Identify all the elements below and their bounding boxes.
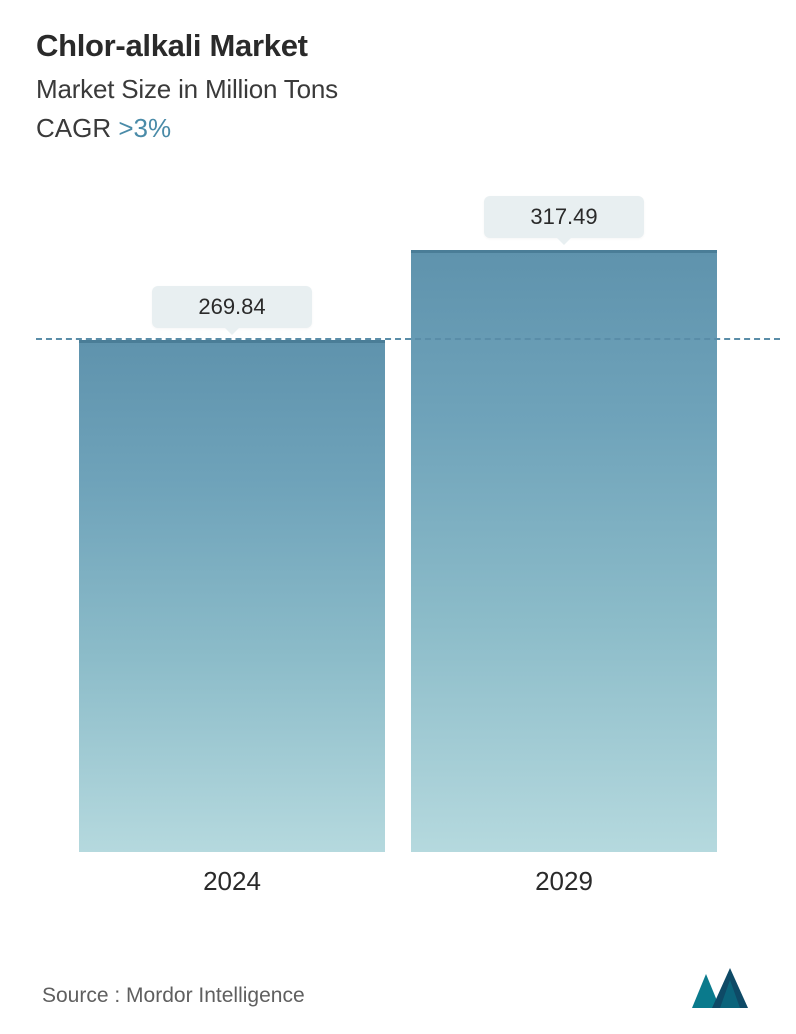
cagr-label: CAGR — [36, 113, 111, 143]
bar — [79, 340, 384, 852]
cagr-value: >3% — [118, 113, 171, 143]
value-badge: 317.49 — [484, 196, 644, 238]
cagr-line: CAGR >3% — [36, 113, 760, 144]
x-label: 2024 — [79, 866, 384, 897]
value-badge: 269.84 — [152, 286, 312, 328]
x-axis-labels: 2024 2029 — [66, 866, 730, 897]
bar — [411, 250, 716, 852]
chart-title: Chlor-alkali Market — [36, 28, 760, 64]
bar-group: 317.49 — [411, 196, 716, 852]
mordor-logo-icon — [692, 968, 754, 1008]
chart-plot: 269.84 317.49 — [66, 192, 730, 852]
bar-group: 269.84 — [79, 286, 384, 852]
chart-subtitle: Market Size in Million Tons — [36, 74, 760, 105]
chart-area: 269.84 317.49 2024 2029 — [66, 192, 730, 932]
chart-footer: Source : Mordor Intelligence — [36, 942, 760, 1034]
reference-line — [36, 338, 780, 340]
x-label: 2029 — [411, 866, 716, 897]
source-text: Source : Mordor Intelligence — [42, 984, 305, 1008]
chart-container: Chlor-alkali Market Market Size in Milli… — [0, 0, 796, 1034]
bars-wrapper: 269.84 317.49 — [66, 192, 730, 852]
